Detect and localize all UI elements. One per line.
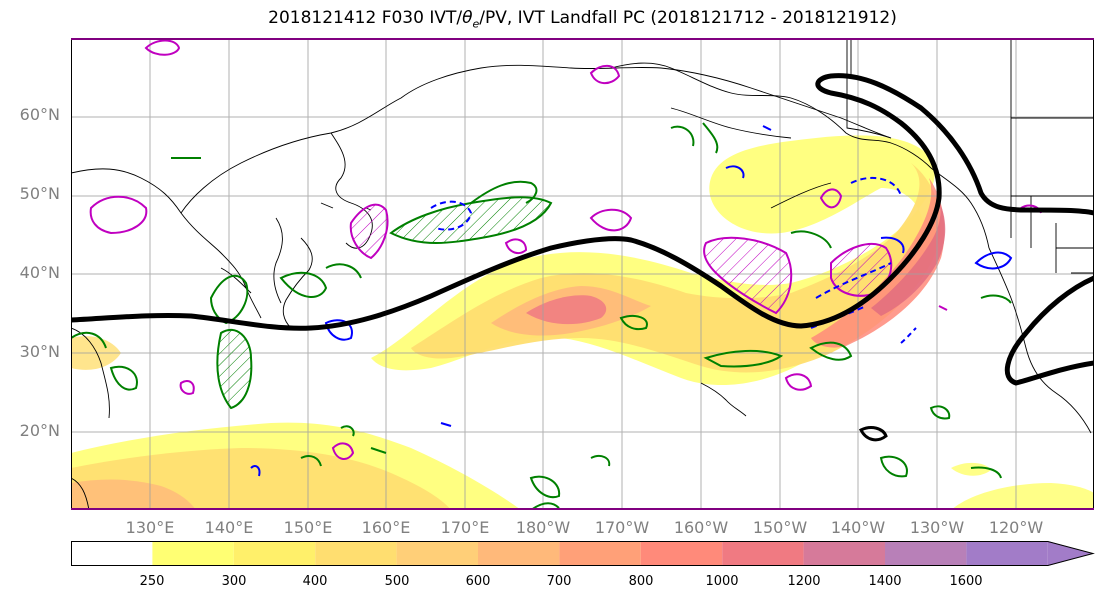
blue-contours: [250, 125, 1013, 477]
map-gridlines: [71, 38, 1094, 510]
map-title: 2018121412 F030 IVT/θe/PV, IVT Landfall …: [268, 8, 897, 31]
lon-label-150w: 150°W: [752, 518, 808, 537]
colorbar-swatch-6: [559, 541, 641, 566]
colorbar-swatch-3: [315, 541, 397, 566]
lon-label-180w: 180°W: [515, 518, 571, 537]
ivt-tropical-core: [71, 479, 196, 510]
lon-label-140w: 140°W: [830, 518, 886, 537]
lat-label-40: 40°N: [19, 263, 60, 282]
colorbar-swatch-5: [478, 541, 560, 566]
colorbar-swatch-4: [396, 541, 478, 566]
ivt-core-west: [526, 295, 607, 325]
map-panel: [71, 38, 1094, 510]
cb-label-1400: 1400: [868, 574, 902, 589]
lat-label-30: 30°N: [19, 342, 60, 361]
lon-label-130e: 130°E: [125, 518, 175, 537]
ivt-southeast-patch: [951, 483, 1094, 510]
ivt-colorbar: [71, 541, 1095, 566]
cb-label-500: 500: [384, 574, 410, 589]
cb-label-600: 600: [465, 574, 491, 589]
lat-label-20: 20°N: [19, 421, 60, 440]
cb-label-800: 800: [628, 574, 654, 589]
lon-label-130w: 130°W: [909, 518, 965, 537]
cb-label-300: 300: [221, 574, 247, 589]
colorbar-swatch-9: [803, 541, 885, 566]
cb-label-1200: 1200: [787, 574, 821, 589]
lat-label-50: 50°N: [19, 184, 60, 203]
cb-label-1000: 1000: [705, 574, 739, 589]
lon-label-170e: 170°E: [440, 518, 490, 537]
colorbar-swatch-0: [71, 541, 153, 566]
magenta-contours: [89, 39, 1042, 460]
lon-label-140e: 140°E: [204, 518, 254, 537]
colorbar-swatch-11: [966, 541, 1048, 566]
lon-label-160w: 160°W: [673, 518, 729, 537]
colorbar-swatch-7: [640, 541, 723, 566]
colorbar-swatch-10: [885, 541, 967, 566]
lat-label-60: 60°N: [19, 105, 60, 124]
cb-label-250: 250: [139, 574, 165, 589]
colorbar-swatch-1: [152, 541, 234, 566]
lon-label-150e: 150°E: [283, 518, 333, 537]
cb-label-1600: 1600: [949, 574, 983, 589]
colorbar-extend-arrow: [1047, 541, 1093, 566]
cb-label-700: 700: [546, 574, 572, 589]
ivt-small-east-patch: [951, 462, 991, 476]
lon-label-120w: 120°W: [988, 518, 1044, 537]
ivt-core-east-inner: [871, 198, 946, 316]
lon-label-160e: 160°E: [361, 518, 411, 537]
colorbar-swatch-8: [722, 541, 804, 566]
pc-black-contour: [71, 73, 1094, 442]
cb-label-400: 400: [302, 574, 328, 589]
colorbar-swatch-2: [233, 541, 316, 566]
green-contours: [71, 122, 1012, 510]
lon-label-170w: 170°W: [594, 518, 650, 537]
